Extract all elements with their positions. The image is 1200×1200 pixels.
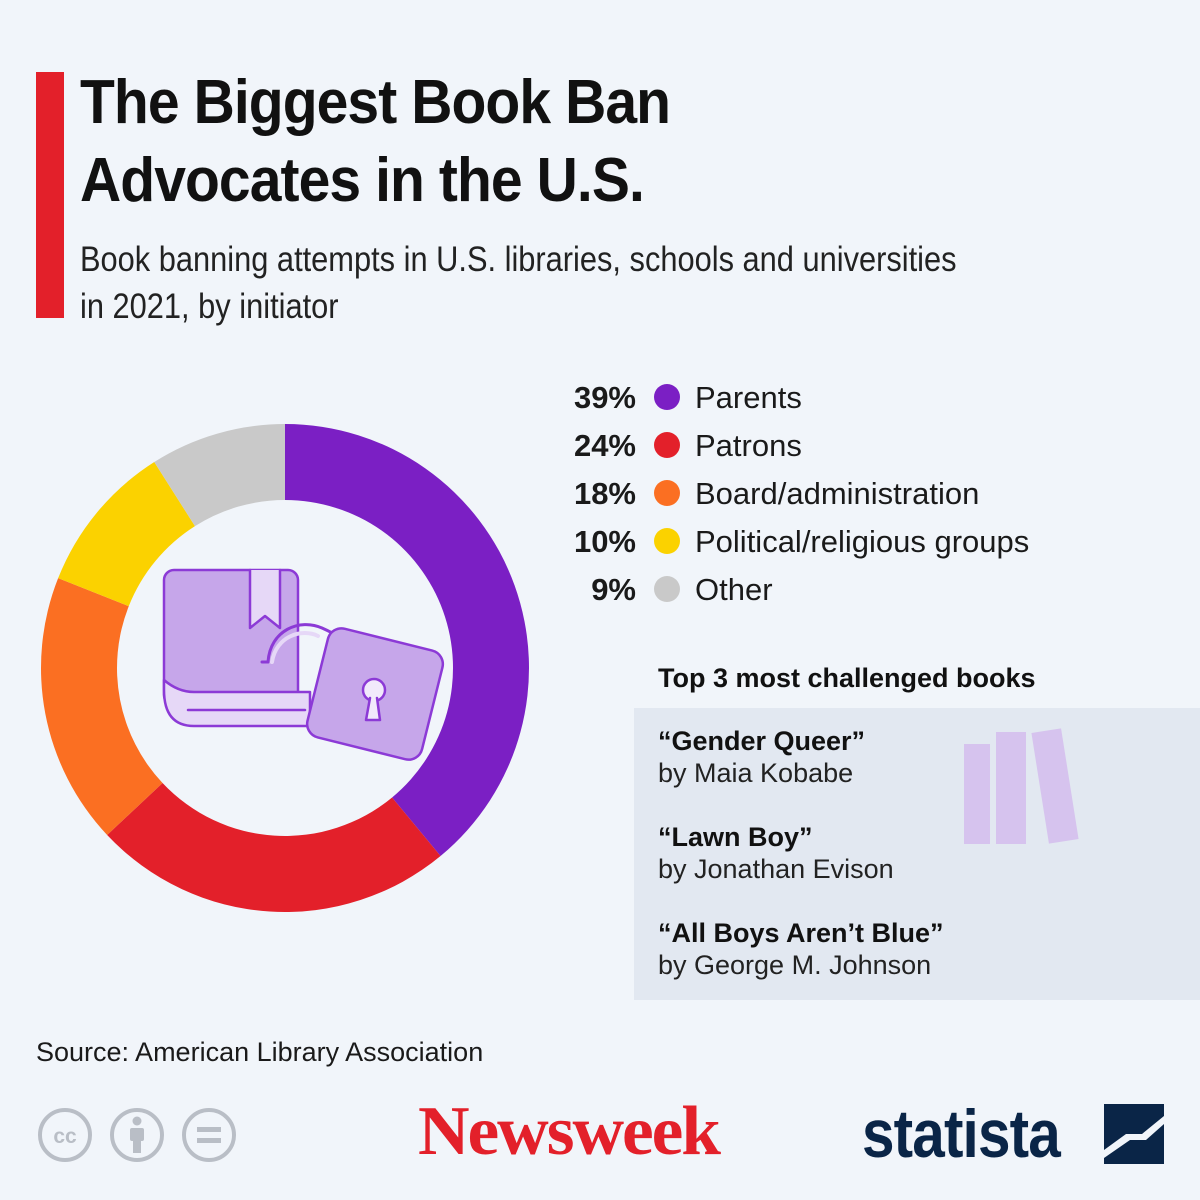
legend-value: 10% — [573, 524, 636, 559]
subtitle-line-1: Book banning attempts in U.S. libraries,… — [80, 240, 957, 279]
subtitle-line-2: in 2021, by initiator — [80, 287, 339, 326]
book-title: “All Boys Aren’t Blue” — [658, 918, 944, 948]
legend-item-other: 9% Other — [540, 566, 1100, 614]
book-item: “Lawn Boy” by Jonathan Evison — [658, 820, 1058, 884]
book-author: by Jonathan Evison — [658, 854, 894, 884]
book-author: by George M. Johnson — [658, 950, 932, 980]
title-line-1: The Biggest Book Ban — [80, 68, 671, 137]
legend-dot — [654, 384, 680, 410]
book-item: “All Boys Aren’t Blue” by George M. John… — [658, 916, 1058, 980]
legend-value: 24% — [573, 428, 636, 463]
legend-value: 39% — [573, 380, 636, 415]
legend-label: Other — [695, 572, 773, 607]
newsweek-logo: Newsweek — [418, 1093, 721, 1170]
donut-chart — [41, 424, 529, 912]
donut-slice-political-religious-groups — [58, 461, 195, 607]
books-icon — [964, 728, 1079, 844]
legend-item-board-administration: 18% Board/administration — [540, 470, 1100, 518]
source-note: Source: American Library Association — [36, 1037, 484, 1067]
book-title: “Gender Queer” — [658, 726, 866, 756]
legend-dot — [654, 528, 680, 554]
books-heading: Top 3 most challenged books — [658, 663, 1036, 693]
svg-text:cc: cc — [53, 1125, 77, 1148]
legend-label: Board/administration — [695, 476, 980, 511]
legend-value: 18% — [573, 476, 636, 511]
books-panel: “Gender Queer” by Maia Kobabe “Lawn Boy”… — [634, 708, 1200, 1000]
legend-label: Patrons — [695, 428, 802, 463]
donut-slice-board-administration — [41, 578, 163, 836]
statista-logo-icon — [1104, 1104, 1164, 1164]
legend-item-patrons: 24% Patrons — [540, 422, 1100, 470]
statista-logo: statista — [862, 1096, 1061, 1172]
legend-dot — [654, 432, 680, 458]
chart-legend: 39% Parents 24% Patrons 18% Board/admini… — [540, 374, 1100, 614]
donut-slice-other — [154, 424, 285, 527]
book-item: “Gender Queer” by Maia Kobabe — [658, 724, 1058, 788]
no-derivatives-icon — [182, 1108, 236, 1162]
book-author: by Maia Kobabe — [658, 758, 854, 788]
donut-slices — [41, 424, 529, 912]
book-title: “Lawn Boy” — [658, 822, 813, 852]
legend-dot — [654, 480, 680, 506]
legend-item-parents: 39% Parents — [540, 374, 1100, 422]
donut-slice-parents — [285, 424, 529, 857]
legend-label: Political/religious groups — [695, 524, 1030, 559]
cc-icon: cc — [38, 1108, 92, 1162]
subtitle: Book banning attempts in U.S. libraries,… — [80, 236, 1030, 330]
donut-slice-patrons — [107, 783, 441, 912]
book-lock-icon — [162, 568, 445, 761]
legend-label: Parents — [695, 380, 802, 415]
accent-bar — [36, 72, 64, 318]
legend-item-political-religious-groups: 10% Political/religious groups — [540, 518, 1100, 566]
legend-dot — [654, 576, 680, 602]
legend-value: 9% — [591, 572, 636, 607]
license-icons: cc — [38, 1108, 236, 1162]
attribution-icon — [110, 1108, 164, 1162]
title-line-2: Advocates in the U.S. — [80, 146, 645, 215]
page-title: The Biggest Book Ban Advocates in the U.… — [80, 64, 671, 220]
